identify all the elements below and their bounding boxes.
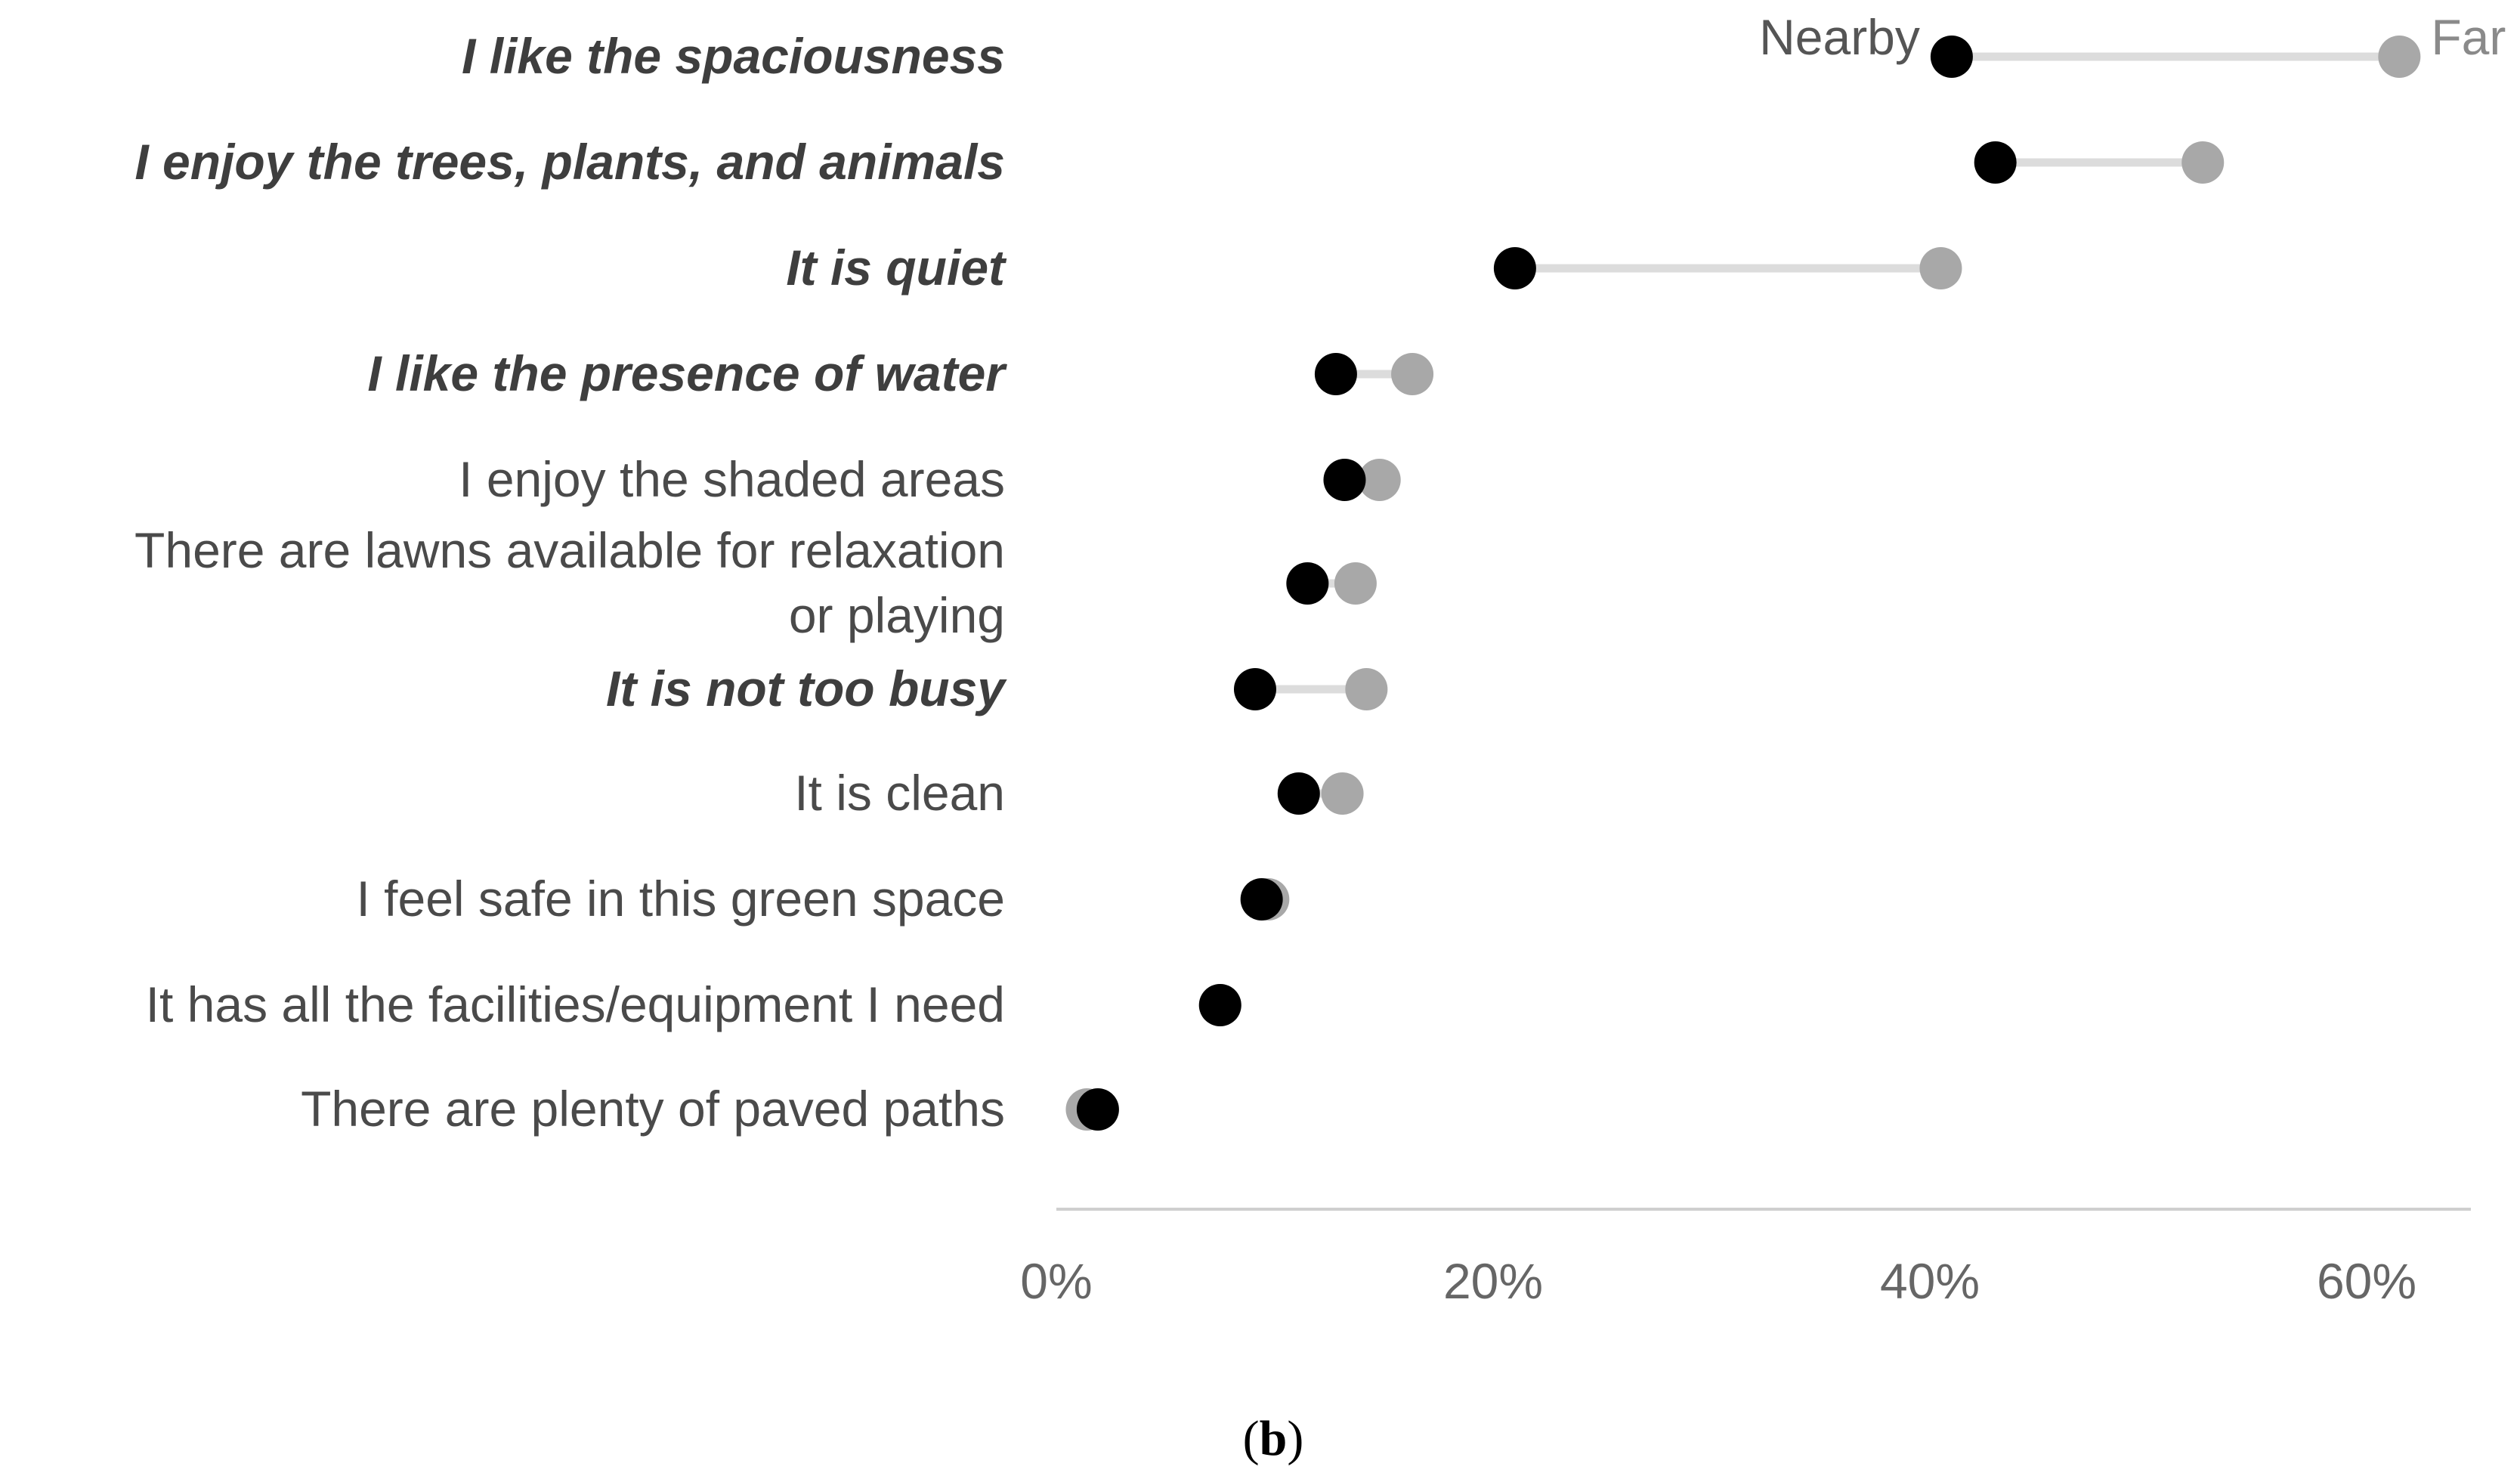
x-tick-labels: 0% 20% 40% 60%	[1020, 1253, 2416, 1309]
category-label-line: It is clean	[794, 765, 1005, 821]
legend: Nearby Far	[1759, 9, 2506, 65]
category-label: There are lawns available for relaxation…	[135, 522, 1005, 643]
x-tick-label: 0%	[1020, 1253, 1092, 1309]
category-label-line: It is not too busy	[606, 661, 1007, 716]
nearby-point	[1233, 668, 1276, 710]
category-label: It has all the facilities/equipment I ne…	[146, 976, 1005, 1032]
far-point	[2181, 141, 2225, 184]
category-label: It is clean	[794, 765, 1005, 821]
category-label-line: I like the spaciousness	[462, 28, 1005, 84]
category-label-line: I feel safe in this green space	[356, 871, 1005, 927]
nearby-point	[1974, 141, 2017, 184]
category-label-line: or playing	[789, 587, 1005, 643]
category-label: I like the spaciousness	[462, 28, 1005, 84]
category-label-line: I enjoy the shaded areas	[459, 451, 1005, 507]
nearby-point	[1198, 984, 1241, 1026]
far-point	[1919, 247, 1962, 289]
category-label-line: It is quiet	[786, 240, 1007, 295]
connector-layer	[1082, 52, 2404, 1114]
far-point	[1334, 562, 1377, 605]
caption-letter: b	[1260, 1411, 1288, 1466]
category-label-line: There are lawns available for relaxation	[135, 522, 1005, 578]
nearby-point	[1286, 562, 1329, 605]
nearby-point	[1493, 247, 1536, 289]
category-label: There are plenty of paved paths	[301, 1081, 1005, 1137]
category-label-line: I enjoy the trees, plants, and animals	[135, 134, 1005, 190]
category-label-line: There are plenty of paved paths	[301, 1081, 1005, 1137]
category-label-line: It has all the facilities/equipment I ne…	[146, 976, 1005, 1032]
caption-open: (	[1243, 1411, 1260, 1466]
category-labels: I like the spaciousness I enjoy the trees…	[135, 28, 1007, 1137]
legend-label-far: Far	[2431, 9, 2506, 65]
category-label: It is not too busy	[606, 661, 1007, 716]
nearby-point	[1314, 353, 1357, 395]
category-label: I like the presence of water	[367, 345, 1007, 401]
legend-label-nearby: Nearby	[1759, 9, 1920, 65]
category-label-line: I like the presence of water	[367, 345, 1007, 401]
far-point	[1321, 772, 1364, 815]
figure-caption: (b)	[1243, 1411, 1304, 1466]
far-point	[1358, 459, 1401, 501]
nearby-point	[1930, 36, 1973, 78]
category-label: I enjoy the trees, plants, and animals	[135, 134, 1005, 190]
nearby-point	[1323, 459, 1366, 501]
category-label: I enjoy the shaded areas	[459, 451, 1005, 507]
category-label: I feel safe in this green space	[356, 871, 1005, 927]
far-points-layer	[1065, 36, 2421, 1131]
nearby-points-layer	[1076, 36, 2017, 1131]
nearby-point	[1076, 1088, 1119, 1131]
caption-close: )	[1287, 1411, 1303, 1466]
nearby-point	[1240, 878, 1283, 921]
far-point	[1345, 668, 1388, 710]
category-label: It is quiet	[786, 240, 1007, 295]
x-tick-label: 40%	[1880, 1253, 1980, 1309]
far-point	[2378, 36, 2421, 78]
x-tick-label: 20%	[1443, 1253, 1543, 1309]
nearby-point	[1277, 772, 1320, 815]
x-tick-label: 60%	[2317, 1253, 2416, 1309]
far-point	[1391, 353, 1434, 395]
